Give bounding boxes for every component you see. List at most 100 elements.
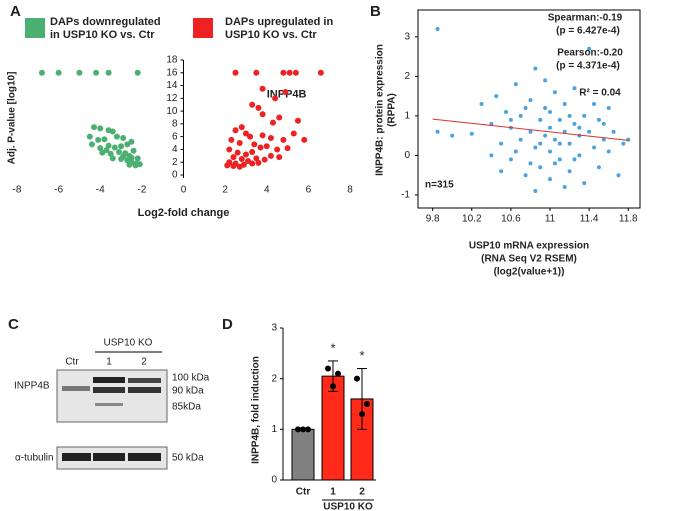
point: [557, 157, 562, 162]
point: [626, 137, 631, 142]
y-tick-label: 1: [404, 111, 410, 122]
point: [548, 149, 553, 154]
point: [290, 130, 297, 137]
band: [128, 387, 161, 393]
blot-group: USP10 KO: [104, 338, 153, 349]
point: [294, 117, 301, 124]
point: [86, 133, 93, 140]
point: [450, 133, 455, 138]
lane-label: 1: [106, 357, 112, 368]
point: [97, 145, 104, 152]
annotation: Pearson:-0.20: [557, 48, 623, 59]
point: [259, 111, 266, 118]
annotation: (p = 4.371e-4): [556, 61, 620, 72]
marker: 100 kDa: [172, 373, 210, 384]
point: [249, 149, 256, 155]
point: [582, 113, 587, 118]
point: [224, 162, 231, 169]
point: [513, 149, 518, 154]
point: [105, 142, 112, 149]
point: [562, 129, 567, 134]
point: [97, 125, 104, 132]
legend-swatch: [25, 18, 45, 38]
point: [38, 69, 45, 76]
point: [572, 121, 577, 126]
lane-label: 2: [141, 357, 147, 368]
trendline: [432, 118, 629, 141]
point: [543, 78, 548, 83]
y-tick-label: 3: [271, 323, 277, 334]
point: [435, 26, 440, 31]
x-tick-label: Ctr: [296, 487, 311, 498]
point: [249, 101, 256, 108]
x-tick-label: 11.8: [619, 214, 638, 225]
point: [280, 136, 287, 143]
point: [548, 177, 553, 182]
point: [292, 69, 299, 76]
point: [115, 149, 122, 155]
point: [259, 85, 266, 92]
y-tick-label: 18: [166, 55, 178, 66]
point: [557, 141, 562, 146]
point: [523, 106, 528, 111]
y-tick-label: 10: [166, 106, 178, 117]
point: [242, 151, 249, 158]
panel-letter: C: [8, 316, 19, 333]
row-label: α-tubulin: [15, 453, 54, 464]
band: [62, 386, 90, 391]
point: [230, 163, 237, 170]
y-tick-label: 0: [271, 475, 277, 486]
point: [91, 124, 98, 131]
data-point: [354, 375, 360, 382]
point: [238, 124, 245, 131]
point: [606, 106, 611, 111]
data-point: [305, 426, 311, 433]
y-axis-label: (RPPA): [387, 93, 398, 127]
point: [236, 140, 243, 147]
point: [469, 131, 474, 136]
point: [251, 141, 258, 148]
panel-letter: A: [10, 3, 21, 20]
lane-label: Ctr: [65, 357, 79, 368]
point: [109, 155, 116, 162]
point: [543, 133, 548, 138]
point: [55, 69, 62, 76]
point: [489, 153, 494, 158]
y-tick-label: 0: [404, 150, 410, 161]
point: [317, 69, 324, 76]
point: [518, 113, 523, 118]
y-tick-label: 8: [172, 119, 178, 130]
panel-letter: D: [222, 316, 233, 333]
point: [261, 156, 268, 163]
band: [128, 453, 161, 461]
point: [107, 150, 114, 157]
significance: *: [359, 348, 364, 363]
point: [543, 106, 548, 111]
point: [508, 117, 513, 122]
x-tick-label: 8: [347, 185, 353, 196]
x-tick-label: 0: [181, 185, 187, 196]
band: [95, 403, 123, 406]
point: [552, 137, 557, 142]
x-tick-label: 2: [359, 487, 365, 498]
point: [282, 88, 289, 95]
data-point: [325, 365, 331, 372]
point: [232, 69, 239, 76]
point: [562, 102, 567, 107]
point: [601, 121, 606, 126]
point: [616, 173, 621, 178]
point: [601, 137, 606, 142]
point: [88, 141, 95, 148]
point: [134, 69, 141, 76]
point: [267, 152, 274, 159]
x-tick-label: -8: [13, 185, 22, 196]
y-tick-label: 6: [172, 131, 178, 142]
point: [528, 129, 533, 134]
point: [557, 117, 562, 122]
point: [130, 147, 137, 154]
x-tick-label: 11: [545, 214, 556, 225]
x-tick-label: 2: [222, 185, 228, 196]
point: [567, 113, 572, 118]
legend-swatch: [193, 18, 213, 38]
